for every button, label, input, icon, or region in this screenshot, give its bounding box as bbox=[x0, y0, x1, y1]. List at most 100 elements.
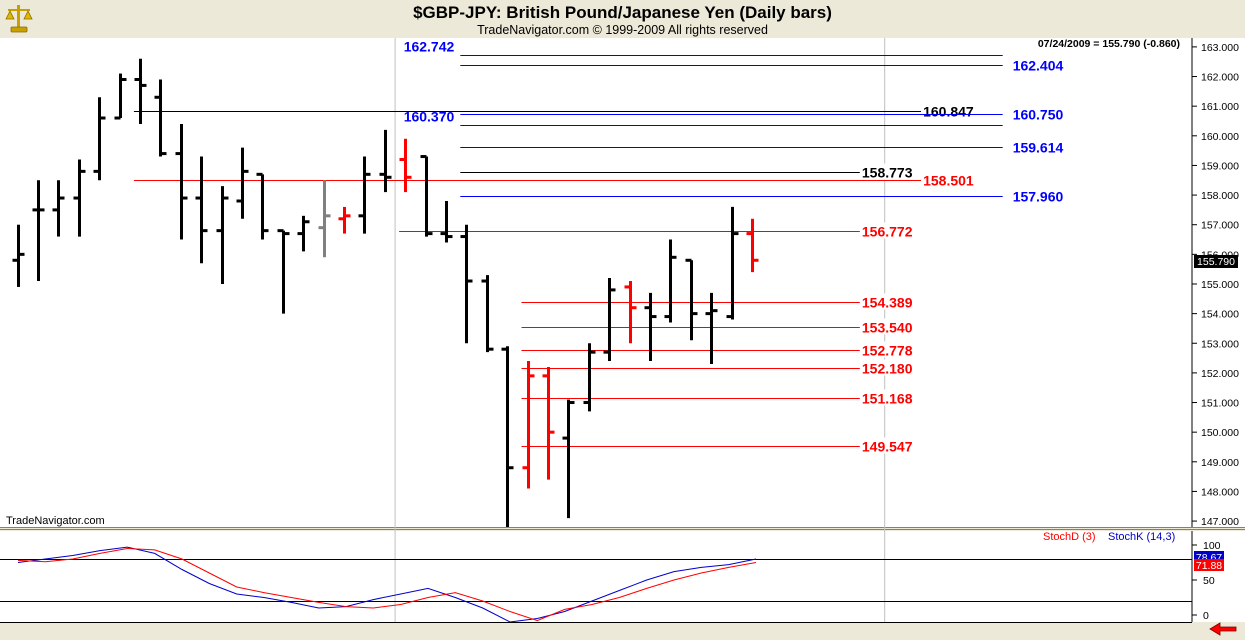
stochd-label: StochD (3) bbox=[1043, 531, 1096, 543]
price-tick-label: 149.000 bbox=[1201, 457, 1239, 469]
price-tick-label: 151.000 bbox=[1201, 398, 1239, 410]
ohlc-bar bbox=[236, 147, 249, 219]
level-label: 160.847 bbox=[923, 104, 974, 120]
stochastic-lines: 100 50 0 bbox=[0, 540, 1221, 623]
ohlc-bar bbox=[256, 172, 269, 240]
ohlc-bar bbox=[73, 159, 86, 237]
level-label: 160.750 bbox=[1013, 107, 1064, 123]
stoch-axis-area bbox=[1192, 531, 1245, 622]
price-tick-label: 161.000 bbox=[1201, 101, 1239, 113]
level-label: 152.180 bbox=[862, 361, 913, 377]
level-label-bg bbox=[921, 171, 980, 188]
ohlc-bar bbox=[338, 206, 351, 234]
date-axis-area bbox=[0, 622, 1245, 640]
stoch-tick-label: 0 bbox=[1203, 610, 1209, 622]
level-label: 162.742 bbox=[404, 39, 455, 55]
ohlc-bar bbox=[297, 215, 310, 252]
price-tick-label: 148.000 bbox=[1201, 486, 1239, 498]
quote-readout: 07/24/2009 = 155.790 (-0.860) bbox=[1038, 38, 1180, 50]
level-label: 152.778 bbox=[862, 343, 913, 359]
level-label: 158.501 bbox=[923, 173, 974, 189]
level-label-bg bbox=[859, 163, 918, 180]
ohlc-bar bbox=[542, 366, 555, 480]
stochk-line bbox=[17, 546, 757, 623]
chart-header: $GBP-JPY: British Pound/Japanese Yen (Da… bbox=[0, 0, 1245, 38]
ohlc-bar bbox=[175, 123, 188, 240]
ohlc-bar bbox=[481, 275, 494, 353]
price-axis-area bbox=[1192, 38, 1245, 527]
ohlc-bar bbox=[52, 180, 65, 237]
price-tick-label: 163.000 bbox=[1201, 42, 1239, 54]
support-resistance-levels: 162.742 162.404 160.847 160.750 160.370 159.6… bbox=[133, 39, 1069, 455]
level-label-bg bbox=[859, 318, 918, 335]
ohlc-bar bbox=[746, 218, 759, 273]
ohlc-bar bbox=[114, 73, 127, 120]
ohlc-bar bbox=[277, 229, 290, 314]
ohlc-bar bbox=[522, 361, 535, 489]
ohlc-bar bbox=[318, 180, 331, 258]
level-label: 158.773 bbox=[862, 165, 913, 181]
price-tick-label: 157.000 bbox=[1201, 220, 1239, 232]
ohlc-bar bbox=[583, 343, 596, 412]
ohlc-bar bbox=[644, 292, 657, 362]
level-label: 151.168 bbox=[862, 391, 913, 407]
stoch-panel bbox=[0, 531, 1192, 622]
level-label-bg bbox=[859, 389, 918, 406]
ohlc-bar bbox=[216, 186, 229, 284]
ohlc-bar bbox=[624, 281, 637, 344]
ohlc-bar bbox=[358, 156, 371, 234]
level-label-bg bbox=[859, 437, 918, 454]
ohlc-bar bbox=[685, 258, 698, 341]
ohlc-bars bbox=[12, 58, 759, 527]
level-label-bg bbox=[1010, 56, 1069, 73]
ohlc-bar bbox=[154, 79, 167, 157]
ohlc-bar bbox=[12, 224, 25, 287]
price-tick-label: 158.000 bbox=[1201, 190, 1239, 202]
level-label-bg bbox=[859, 359, 918, 376]
scales-logo-icon bbox=[5, 5, 33, 33]
ohlc-bar bbox=[93, 97, 106, 181]
level-label-bg bbox=[1010, 187, 1069, 204]
chart-subtitle: TradeNavigator.com © 1999-2009 All right… bbox=[477, 23, 768, 37]
price-tick-label: 162.000 bbox=[1201, 72, 1239, 84]
price-tick-label: 154.000 bbox=[1201, 309, 1239, 321]
ohlc-bar bbox=[32, 180, 45, 282]
level-label: 159.614 bbox=[1013, 140, 1064, 156]
level-label: 149.547 bbox=[862, 439, 913, 455]
stochd-value-label: 71.88 bbox=[1196, 560, 1222, 572]
level-label: 153.540 bbox=[862, 320, 913, 336]
last-price-marker: 155.790 bbox=[1194, 255, 1238, 268]
level-label-bg bbox=[859, 222, 918, 239]
ohlc-bar bbox=[705, 292, 718, 364]
stoch-tick-label: 50 bbox=[1203, 575, 1215, 587]
level-label-bg bbox=[859, 293, 918, 310]
ohlc-bar bbox=[195, 156, 208, 264]
chart-title: $GBP-JPY: British Pound/Japanese Yen (Da… bbox=[413, 3, 832, 22]
price-panel bbox=[0, 38, 1192, 527]
level-label: 162.404 bbox=[1013, 58, 1064, 74]
level-label-bg bbox=[1010, 138, 1069, 155]
price-tick-label: 153.000 bbox=[1201, 338, 1239, 350]
level-label: 157.960 bbox=[1013, 189, 1064, 205]
ohlc-bar bbox=[420, 155, 433, 237]
level-label: 156.772 bbox=[862, 224, 913, 240]
ohlc-bar bbox=[664, 239, 677, 323]
stochd-line bbox=[17, 547, 757, 622]
stochd-value-marker: 71.88 bbox=[1194, 559, 1224, 572]
level-label: 154.389 bbox=[862, 295, 913, 311]
stochk-label: StochK (14,3) bbox=[1108, 531, 1175, 543]
ohlc-bar bbox=[603, 278, 616, 362]
watermark: TradeNavigator.com bbox=[6, 515, 105, 527]
last-price-label: 155.790 bbox=[1197, 256, 1235, 268]
price-tick-label: 159.000 bbox=[1201, 160, 1239, 172]
price-tick-label: 147.000 bbox=[1201, 516, 1239, 528]
ohlc-bar bbox=[562, 399, 575, 519]
ohlc-bar bbox=[726, 206, 739, 320]
stoch-tick-label: 100 bbox=[1203, 540, 1221, 552]
ohlc-bar bbox=[134, 58, 147, 124]
ohlc-bar bbox=[440, 201, 453, 243]
scroll-left-arrow-icon[interactable] bbox=[1209, 622, 1237, 636]
ohlc-bar bbox=[379, 129, 392, 193]
price-tick-label: 150.000 bbox=[1201, 427, 1239, 439]
